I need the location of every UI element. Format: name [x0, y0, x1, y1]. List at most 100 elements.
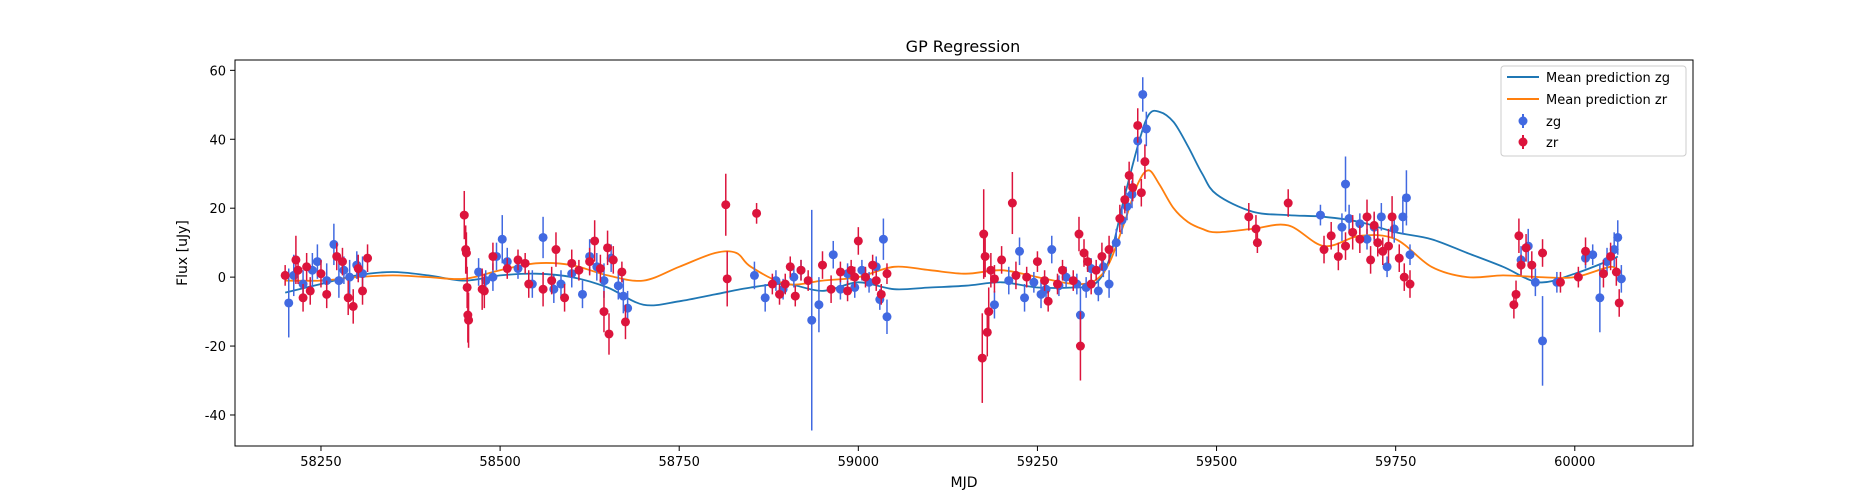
- zg-point: [1020, 293, 1030, 303]
- chart-title: GP Regression: [906, 37, 1021, 56]
- legend-swatch-zr-marker: [1518, 137, 1528, 147]
- zr-point: [291, 255, 301, 265]
- zr-point: [853, 236, 863, 246]
- zg-point: [1362, 234, 1372, 244]
- zg-point: [577, 289, 587, 299]
- zg-point: [1401, 193, 1411, 203]
- zr-point: [1075, 341, 1085, 351]
- y-tick-label: -40: [205, 409, 226, 424]
- x-tick-label: 58500: [479, 455, 520, 470]
- zr-point: [608, 255, 618, 265]
- zr-point: [1614, 298, 1624, 308]
- zr-point: [337, 257, 347, 267]
- zr-point: [1115, 214, 1125, 224]
- zr-point: [585, 257, 595, 267]
- plot-content: [280, 77, 1626, 431]
- x-tick-label: 59250: [1017, 455, 1058, 470]
- x-tick-label: 60000: [1554, 455, 1595, 470]
- plot-frame: [234, 59, 1694, 447]
- zr-point: [502, 264, 512, 274]
- zr-point: [343, 293, 353, 303]
- zg-point: [1098, 262, 1108, 272]
- zg-point: [474, 267, 484, 277]
- zr-point: [1128, 183, 1138, 193]
- zr-point: [1341, 241, 1351, 251]
- zg-point: [1138, 89, 1148, 99]
- zr-point: [846, 265, 856, 275]
- zg-point: [1141, 124, 1151, 134]
- zr-point: [1573, 272, 1583, 282]
- zr-point: [1140, 157, 1150, 167]
- zg-point: [1093, 286, 1103, 296]
- zg-point: [334, 276, 344, 286]
- zr-point: [1136, 188, 1146, 198]
- zr-point: [1097, 251, 1107, 261]
- zr-point: [1120, 195, 1130, 205]
- zr-point: [1043, 296, 1053, 306]
- zr-point: [1244, 212, 1254, 222]
- zr-point: [1598, 269, 1608, 279]
- legend-label-zr: zr: [1546, 136, 1559, 151]
- zg-point: [623, 303, 633, 313]
- zr-point: [298, 293, 308, 303]
- zg-point: [613, 281, 623, 291]
- zr-point: [803, 276, 813, 286]
- zr-point: [882, 269, 892, 279]
- zr-point: [1086, 279, 1096, 289]
- zr-point: [488, 251, 498, 261]
- zr-point: [1373, 238, 1383, 248]
- zr-point: [1606, 251, 1616, 261]
- y-tick-label: -20: [205, 340, 226, 355]
- zr-point: [464, 315, 474, 325]
- zr-point: [1378, 246, 1388, 256]
- zr-point: [979, 229, 989, 239]
- zr-point: [721, 200, 731, 210]
- zr-point: [1104, 245, 1114, 255]
- zr-point: [1083, 257, 1093, 267]
- zr-point: [1058, 265, 1068, 275]
- zr-point: [358, 286, 368, 296]
- zr-point: [1007, 198, 1017, 208]
- zg-point: [1538, 336, 1548, 346]
- zr-point: [595, 264, 605, 274]
- zr-point: [1511, 289, 1521, 299]
- zg-point: [1015, 246, 1025, 256]
- zr-point: [1124, 170, 1134, 180]
- zr-point: [1319, 245, 1329, 255]
- zr-point: [590, 236, 600, 246]
- zg-point: [312, 257, 322, 267]
- zr-point: [1079, 248, 1089, 258]
- zr-point: [780, 279, 790, 289]
- zr-point: [332, 251, 342, 261]
- zg-point: [882, 312, 892, 322]
- zr-point: [302, 262, 312, 272]
- zr-point: [752, 208, 762, 218]
- x-axis-label: MJD: [951, 475, 978, 491]
- zr-point: [876, 289, 886, 299]
- y-tick-label: 0: [218, 271, 226, 286]
- zr-point: [479, 286, 489, 296]
- zg-point: [1061, 272, 1071, 282]
- zg-point: [1588, 250, 1598, 260]
- zr-point: [1581, 246, 1591, 256]
- zg-point: [1609, 245, 1619, 255]
- zg-point: [1041, 284, 1051, 294]
- zr-point: [1514, 231, 1524, 241]
- zr-point: [835, 267, 845, 277]
- zr-point: [826, 284, 836, 294]
- zr-point: [1366, 255, 1376, 265]
- zg-point: [481, 276, 491, 286]
- zg-point: [599, 276, 609, 286]
- zr-point: [843, 286, 853, 296]
- zr-point: [997, 255, 1007, 265]
- zr-point: [293, 265, 303, 275]
- zr-point: [1387, 212, 1397, 222]
- zr-point: [603, 243, 613, 253]
- zr-point: [1011, 270, 1021, 280]
- zg-point: [1595, 293, 1605, 303]
- y-tick-label: 20: [209, 202, 226, 217]
- zr-point: [775, 289, 785, 299]
- zg-point: [1047, 245, 1057, 255]
- x-tick-label: 59000: [838, 455, 879, 470]
- x-tick-label: 58750: [659, 455, 700, 470]
